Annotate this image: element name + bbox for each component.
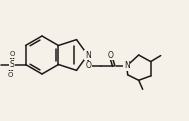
Text: N: N <box>85 50 91 60</box>
Text: O: O <box>10 51 15 57</box>
Text: N: N <box>124 61 130 71</box>
Text: O: O <box>108 50 114 60</box>
Text: S: S <box>9 60 14 69</box>
Text: O: O <box>8 72 13 78</box>
Text: O: O <box>86 61 92 71</box>
